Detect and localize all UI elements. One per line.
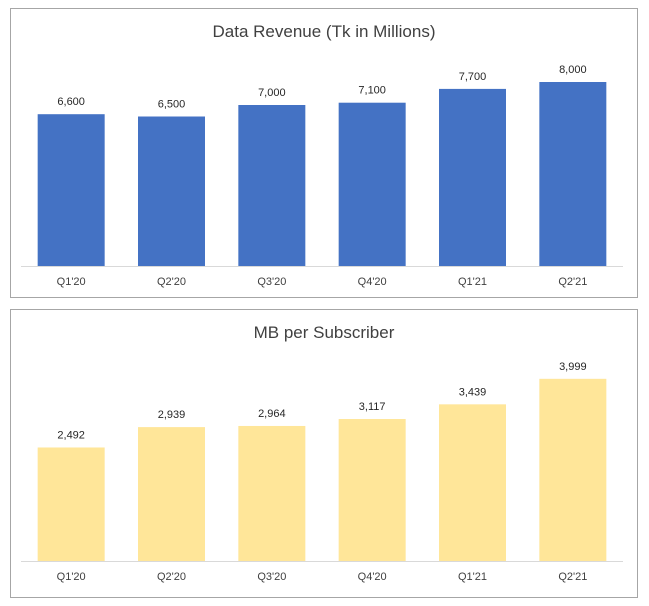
x-tick-label: Q2'20 xyxy=(157,276,186,288)
bar-chart-data-revenue: 6,600 Q1'20 6,500 Q2'20 7,000 Q3'20 7,100 Q4'20… xyxy=(21,64,623,288)
data-label: 3,999 xyxy=(559,361,587,373)
bar xyxy=(138,116,205,266)
bar xyxy=(539,82,607,266)
bar xyxy=(138,427,205,561)
x-tick-label: Q1'21 xyxy=(458,276,487,288)
x-tick-label: Q1'21 xyxy=(458,571,487,583)
bar xyxy=(338,102,406,266)
data-label: 6,500 xyxy=(158,99,186,111)
bar xyxy=(539,378,607,561)
data-label: 3,117 xyxy=(359,401,386,413)
x-tick-label: Q2'20 xyxy=(157,571,186,583)
data-label: 7,700 xyxy=(459,71,487,83)
bar xyxy=(238,105,306,266)
chart-title: MB per Subscriber xyxy=(253,323,395,342)
bar xyxy=(439,404,506,561)
x-tick-label: Q2'21 xyxy=(558,276,587,288)
x-tick-label: Q4'20 xyxy=(358,571,387,583)
bar xyxy=(439,88,506,267)
bar-chart-mb-per-subscriber: 2,492 Q1'20 2,939 Q2'20 2,964 Q3'20 3,117 Q4'20… xyxy=(21,361,623,583)
x-tick-label: Q2'21 xyxy=(558,571,587,583)
x-tick-label: Q1'20 xyxy=(57,571,86,583)
bar xyxy=(338,419,406,561)
chart-title: Data Revenue (Tk in Millions) xyxy=(212,22,436,41)
data-label: 2,492 xyxy=(57,429,85,441)
x-tick-label: Q3'20 xyxy=(257,276,286,288)
bar xyxy=(37,447,105,561)
x-tick-label: Q3'20 xyxy=(257,571,286,583)
chart-panel-data-revenue: Data Revenue (Tk in Millions) 6,600 Q1'20… xyxy=(10,8,638,298)
x-tick-label: Q1'20 xyxy=(57,276,86,288)
x-tick-label: Q4'20 xyxy=(358,276,387,288)
data-label: 2,964 xyxy=(258,408,286,420)
data-label: 2,939 xyxy=(158,409,186,421)
data-label: 6,600 xyxy=(57,96,85,108)
data-label: 7,000 xyxy=(258,87,286,99)
bar xyxy=(238,425,306,561)
data-label: 8,000 xyxy=(559,64,587,76)
chart-panel-mb-per-subscriber: MB per Subscriber 2,492 Q1'20 2,939 Q2'20 2,… xyxy=(10,309,638,598)
data-label: 7,100 xyxy=(358,85,386,97)
bar xyxy=(37,114,105,266)
data-label: 3,439 xyxy=(459,386,487,398)
